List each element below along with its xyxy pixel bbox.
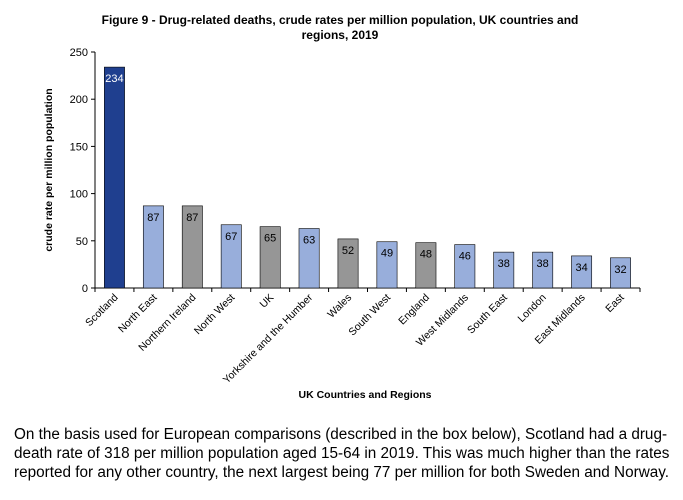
y-tick-label: 50	[76, 236, 88, 248]
bar	[181, 205, 203, 289]
caption-paragraph: On the basis used for European compariso…	[14, 426, 670, 481]
bar-chart: Figure 9 - Drug-related deaths, crude ra…	[43, 13, 641, 401]
x-category-label: London	[516, 292, 549, 325]
bar-value-label: 87	[147, 212, 159, 224]
bar	[571, 255, 593, 289]
x-category-label: England	[396, 292, 432, 328]
chart-title-line-2: regions, 2019	[302, 28, 379, 42]
bar	[142, 205, 164, 289]
bar	[104, 66, 125, 289]
bar	[493, 251, 515, 289]
bar-value-label: 87	[186, 212, 198, 224]
bar-value-label: 234	[105, 73, 123, 85]
bar	[259, 226, 281, 289]
x-category-label: South West	[346, 292, 393, 339]
bar-value-label: 49	[381, 248, 393, 260]
bar-value-label: 32	[614, 264, 626, 276]
x-category-label: Scotland	[83, 292, 120, 329]
bar-value-label: 65	[264, 233, 276, 245]
x-category-label: South East	[465, 292, 510, 337]
y-tick-label: 100	[70, 189, 88, 201]
bar-value-label: 38	[498, 258, 510, 270]
bar-value-label: 38	[537, 258, 549, 270]
bar-value-label: 34	[575, 262, 587, 274]
bar-value-label: 52	[342, 245, 354, 257]
bar	[298, 228, 320, 289]
bar	[220, 224, 242, 289]
chart-title-line-1: Figure 9 - Drug-related deaths, crude ra…	[102, 13, 579, 27]
y-tick-label: 0	[82, 283, 88, 295]
y-tick-label: 250	[70, 47, 88, 59]
x-axis-title: UK Countries and Regions	[298, 389, 431, 401]
y-tick-label: 200	[70, 94, 88, 106]
bar	[454, 244, 476, 289]
bar	[415, 242, 437, 289]
x-category-label: UK	[257, 292, 276, 311]
y-axis-ticks: 0 50 100 150 200 250	[70, 47, 95, 295]
bar-value-label: 67	[225, 231, 237, 243]
y-tick-label: 150	[70, 141, 88, 153]
bar	[376, 241, 398, 289]
x-category-label: East	[603, 292, 626, 315]
bar	[610, 257, 631, 289]
bar-value-label: 48	[420, 249, 432, 261]
x-category-label: Wales	[325, 292, 354, 321]
bar	[532, 251, 554, 289]
x-category-label: North West	[192, 292, 238, 338]
bar-value-label: 63	[303, 235, 315, 247]
bar	[337, 238, 359, 289]
bar-value-label: 46	[459, 251, 471, 263]
bar-series: 234 87 87 67 65 63 52 49 48 46 38 38 34 32	[104, 66, 631, 289]
y-axis-title: crude rate per million population	[43, 88, 55, 251]
